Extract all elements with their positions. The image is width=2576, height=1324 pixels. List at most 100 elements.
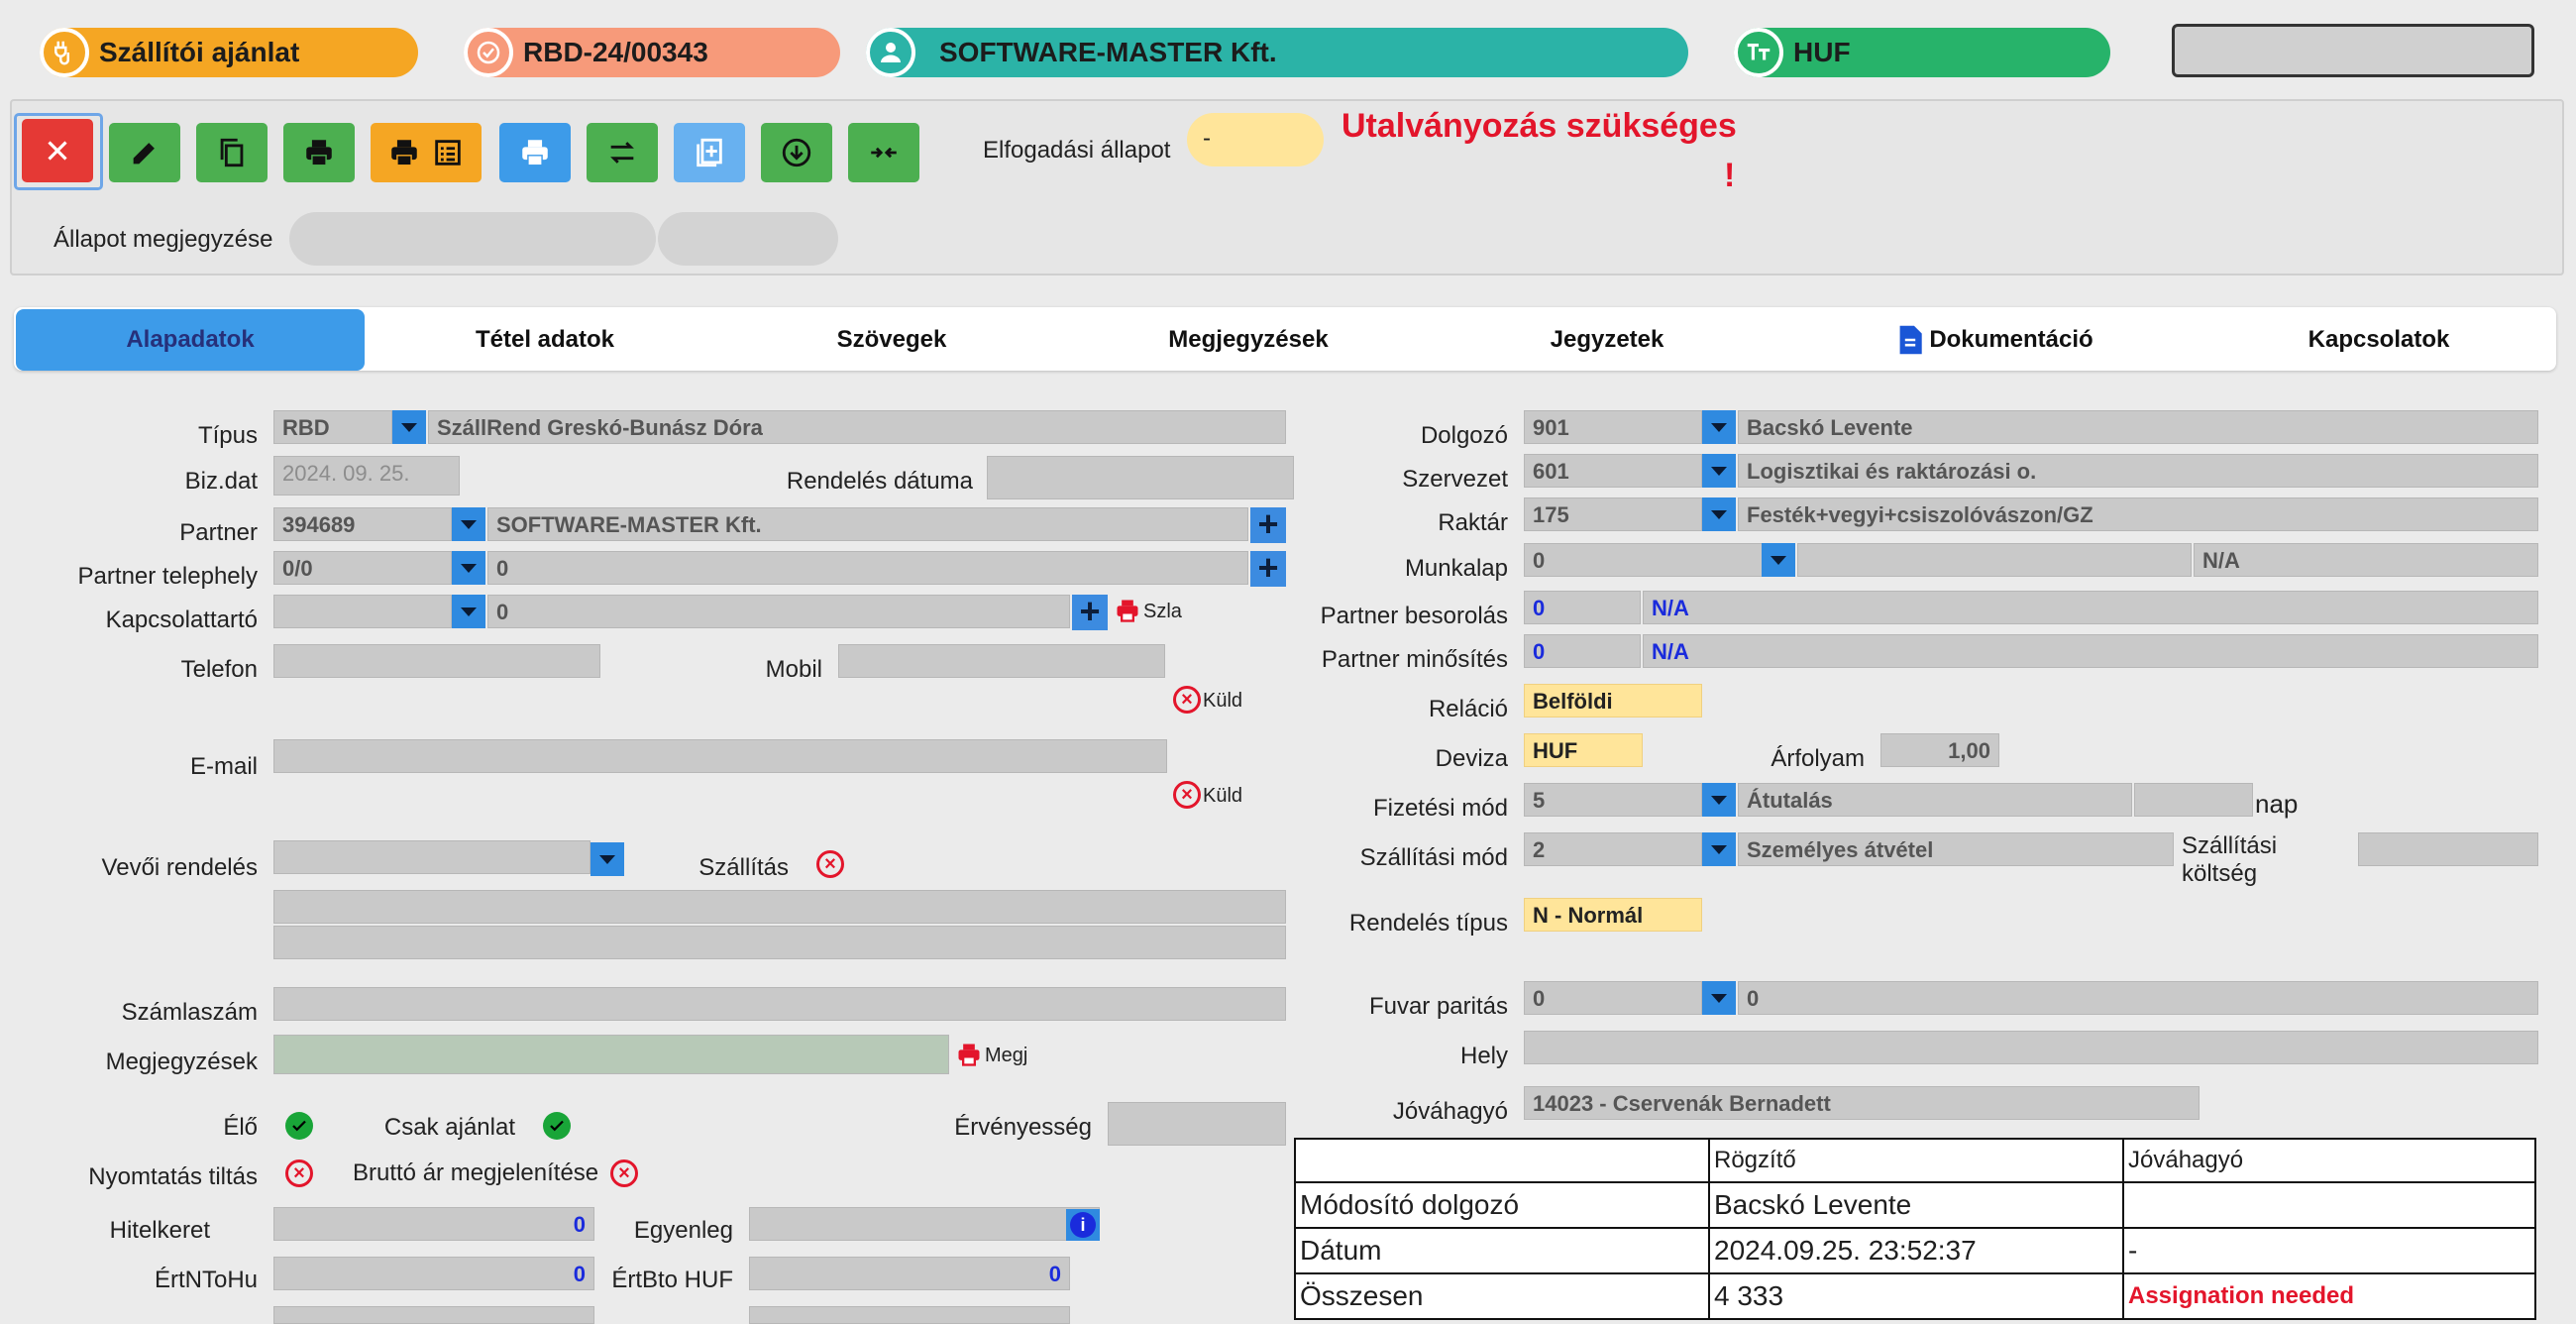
partner-class-code[interactable]: 0	[1524, 591, 1641, 624]
download-button[interactable]	[761, 123, 832, 182]
site-dropdown[interactable]	[452, 551, 485, 585]
employee-name[interactable]: Bacskó Levente	[1738, 410, 2538, 444]
partner-name-field[interactable]: SOFTWARE-MASTER Kft.	[487, 507, 1248, 541]
invoice-field[interactable]	[273, 987, 1286, 1021]
print-ban-cancel-icon[interactable]: ×	[285, 1159, 313, 1187]
ertbto-label: ÉrtBto HUF	[611, 1267, 733, 1293]
tab-alapadatok[interactable]: Alapadatok	[16, 309, 365, 371]
credit-field[interactable]: 0	[273, 1207, 594, 1241]
approver-field[interactable]: 14023 - Cservenák Bernadett	[1524, 1086, 2200, 1120]
worksheet-middle[interactable]	[1797, 543, 2192, 577]
print-megj-icon[interactable]	[955, 1041, 983, 1068]
tab-kapcsolatok[interactable]: Kapcsolatok	[2308, 326, 2450, 353]
employee-code[interactable]: 901	[1524, 410, 1702, 444]
contact-code[interactable]	[273, 595, 452, 628]
contact-value[interactable]: 0	[487, 595, 1070, 628]
relation-field[interactable]: Belföldi	[1524, 684, 1702, 717]
send-cancel-icon-2[interactable]: ×	[1173, 781, 1201, 809]
swap-button[interactable]	[587, 123, 658, 182]
shipping-code[interactable]: 2	[1524, 832, 1702, 866]
customer-order-dropdown[interactable]	[590, 842, 624, 876]
mobile-field[interactable]	[838, 644, 1165, 678]
rate-field[interactable]: 1,00	[1880, 733, 1999, 767]
org-code[interactable]: 601	[1524, 454, 1702, 488]
table-cell: 2024.09.25. 23:52:37	[1708, 1227, 2124, 1274]
payment-name[interactable]: Átutalás	[1738, 783, 2132, 817]
payment-dropdown[interactable]	[1702, 783, 1736, 817]
freight-value[interactable]: 0	[1738, 981, 2538, 1015]
print-blue-button[interactable]	[499, 123, 571, 182]
balance-field[interactable]	[749, 1207, 1100, 1241]
worksheet-dropdown[interactable]	[1762, 543, 1795, 577]
live-check-icon[interactable]	[285, 1112, 313, 1140]
site-code[interactable]: 0/0	[273, 551, 452, 585]
copy-button[interactable]	[196, 123, 268, 182]
warehouse-dropdown[interactable]	[1702, 497, 1736, 531]
order-type-field[interactable]: N - Normál	[1524, 898, 1702, 932]
edit-button[interactable]	[109, 123, 180, 182]
payment-days[interactable]	[2134, 783, 2253, 817]
gross-price-cancel-icon[interactable]: ×	[610, 1159, 638, 1187]
merge-button[interactable]	[848, 123, 919, 182]
site-value[interactable]: 0	[487, 551, 1248, 585]
doc-add-button[interactable]	[674, 123, 745, 182]
currency-field[interactable]: HUF	[1524, 733, 1643, 767]
ertnto-field[interactable]: 0	[273, 1257, 594, 1290]
customer-order-field[interactable]	[273, 840, 590, 874]
employee-dropdown[interactable]	[1702, 410, 1736, 444]
site-add-button[interactable]: +	[1250, 550, 1286, 587]
bizdat-field[interactable]: 2024. 09. 25.	[273, 456, 460, 496]
shipping-cost-field[interactable]	[2358, 832, 2538, 866]
delivery-cancel-icon[interactable]: ×	[816, 850, 844, 878]
type-dropdown[interactable]	[392, 410, 426, 444]
info-icon[interactable]: i	[1066, 1209, 1100, 1241]
phone-field[interactable]	[273, 644, 600, 678]
header-search-box[interactable]	[2172, 24, 2534, 77]
print-button[interactable]	[283, 123, 355, 182]
tab-dokumentacio[interactable]: Dokumentáció	[1777, 309, 2213, 371]
tab-megjegyzesek[interactable]: Megjegyzések	[1168, 326, 1329, 353]
print-list-button[interactable]	[371, 123, 482, 182]
payment-code[interactable]: 5	[1524, 783, 1702, 817]
close-button[interactable]	[22, 119, 93, 182]
customer-order-text-2[interactable]	[273, 926, 1286, 959]
ertbto-field[interactable]: 0	[749, 1257, 1070, 1290]
print-szla-icon[interactable]	[1114, 597, 1141, 624]
offer-only-check-icon[interactable]	[543, 1112, 571, 1140]
type-name[interactable]: SzállRend Greskó-Bunász Dóra	[428, 410, 1286, 444]
partner-rating-na[interactable]: N/A	[1643, 634, 2538, 668]
contact-add-button[interactable]: +	[1072, 594, 1108, 630]
acceptance-status[interactable]: -	[1187, 113, 1324, 166]
validity-field[interactable]	[1108, 1102, 1286, 1146]
warehouse-name[interactable]: Festék+vegyi+csiszolóvászon/GZ	[1738, 497, 2538, 531]
status-note-input[interactable]	[289, 212, 656, 266]
warehouse-code[interactable]: 175	[1524, 497, 1702, 531]
shipping-name[interactable]: Személyes átvétel	[1738, 832, 2174, 866]
status-note-input-2[interactable]	[658, 212, 838, 266]
worksheet-code[interactable]: 0	[1524, 543, 1781, 577]
tab-jegyzetek[interactable]: Jegyzetek	[1550, 326, 1664, 353]
worksheet-na[interactable]: N/A	[2194, 543, 2538, 577]
customer-order-text-1[interactable]	[273, 890, 1286, 924]
org-dropdown[interactable]	[1702, 454, 1736, 488]
type-code[interactable]: RBD	[273, 410, 392, 444]
partner-class-na[interactable]: N/A	[1643, 591, 2538, 624]
partner-add-button[interactable]: +	[1250, 506, 1286, 543]
contact-dropdown[interactable]	[452, 595, 485, 628]
org-name[interactable]: Logisztikai és raktározási o.	[1738, 454, 2538, 488]
place-field[interactable]	[1524, 1031, 2538, 1064]
partner-rating-code[interactable]: 0	[1524, 634, 1641, 668]
shipping-dropdown[interactable]	[1702, 832, 1736, 866]
table-cell	[2122, 1181, 2536, 1229]
partner-dropdown[interactable]	[452, 507, 485, 541]
freight-code[interactable]: 0	[1524, 981, 1702, 1015]
tab-bar	[14, 307, 2556, 371]
email-field[interactable]	[273, 739, 1167, 773]
partner-code[interactable]: 394689	[273, 507, 452, 541]
tab-tetel-adatok[interactable]: Tétel adatok	[475, 326, 615, 353]
tab-szovegek[interactable]: Szövegek	[836, 326, 947, 353]
order-date-field[interactable]	[987, 456, 1294, 499]
notes-field[interactable]	[273, 1035, 949, 1074]
send-cancel-icon-1[interactable]: ×	[1173, 686, 1201, 714]
freight-dropdown[interactable]	[1702, 981, 1736, 1015]
